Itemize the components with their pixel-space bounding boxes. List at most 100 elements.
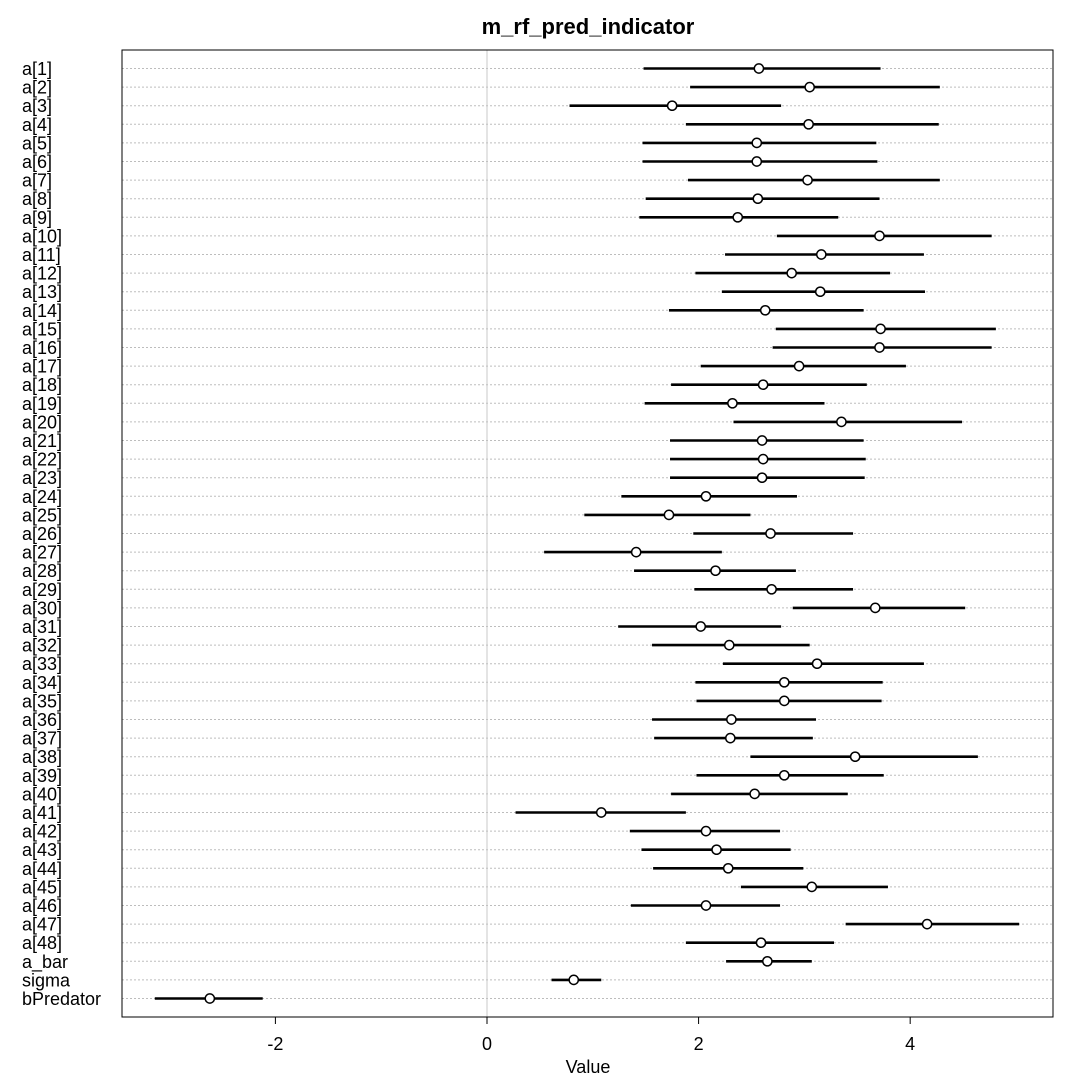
parameter-label: a[43] [22, 840, 62, 860]
parameter-label: bPredator [22, 989, 101, 1009]
parameter-label: a[44] [22, 859, 62, 879]
parameter-label: a[11] [22, 245, 61, 265]
mean-point [874, 342, 885, 353]
mean-point [595, 807, 607, 818]
parameter-label: a[41] [22, 803, 62, 823]
mean-point [666, 100, 678, 112]
parameter-label: a[6] [22, 152, 52, 172]
parameter-label: a[9] [22, 208, 52, 228]
mean-point [786, 267, 798, 279]
mean-point [756, 435, 768, 446]
x-tick-label: 4 [905, 1034, 915, 1054]
mean-point [752, 193, 764, 205]
mean-point [727, 397, 738, 409]
parameter-label: a[19] [22, 394, 62, 414]
mean-point [921, 918, 933, 930]
x-tick-label: 2 [694, 1034, 704, 1054]
mean-point [778, 769, 790, 781]
parameter-label: sigma [22, 970, 71, 990]
mean-point [756, 472, 768, 484]
parameter-label: a[12] [22, 264, 62, 284]
parameter-label: a[2] [22, 78, 52, 98]
mean-point [793, 360, 805, 372]
parameter-label: a[30] [22, 598, 62, 618]
parameter-label: a[38] [22, 747, 62, 767]
mean-point [874, 230, 885, 242]
parameter-label: a[1] [22, 59, 52, 79]
parameter-label: a[25] [22, 505, 62, 525]
mean-point [814, 286, 826, 298]
mean-point [759, 304, 771, 316]
parameter-label: a[47] [22, 915, 62, 935]
mean-point [778, 695, 790, 707]
mean-point [722, 862, 734, 874]
mean-points [204, 63, 933, 1004]
mean-point [204, 993, 216, 1004]
mean-point [751, 156, 763, 167]
parameter-label: a[4] [22, 115, 52, 135]
mean-point [732, 211, 744, 223]
mean-point [815, 249, 827, 260]
parameter-label: a[16] [22, 338, 62, 358]
parameter-label: a[27] [22, 543, 62, 563]
parameter-label: a[24] [22, 487, 62, 507]
mean-point [766, 583, 777, 595]
parameter-label: a[42] [22, 822, 62, 842]
parameter-label: a_bar [22, 952, 68, 973]
mean-point [875, 323, 886, 335]
parameter-label: a[21] [22, 431, 62, 451]
parameter-label: a[28] [22, 561, 62, 581]
parameter-label: a[7] [22, 171, 52, 191]
parameter-label: a[31] [22, 617, 62, 637]
mean-point [757, 453, 769, 465]
mean-point [663, 509, 675, 521]
mean-point [700, 825, 712, 837]
parameter-label: a[40] [22, 784, 62, 804]
parameter-label: a[3] [22, 96, 52, 116]
parameter-label: a[14] [22, 301, 62, 321]
mean-point [724, 732, 736, 744]
mean-point [711, 844, 722, 856]
parameter-label: a[36] [22, 710, 62, 730]
mean-point [869, 602, 881, 614]
mean-point [726, 714, 737, 725]
mean-point [695, 621, 707, 632]
mean-point [806, 881, 818, 893]
parameter-label: a[18] [22, 375, 62, 395]
parameter-label: a[32] [22, 636, 62, 656]
parameter-label: a[39] [22, 766, 62, 786]
parameter-label: a[5] [22, 133, 52, 153]
mean-point [836, 416, 847, 428]
parameter-label: a[45] [22, 877, 62, 897]
parameter-label: a[20] [22, 412, 62, 432]
parameter-label: a[33] [22, 654, 62, 674]
mean-point [757, 379, 769, 391]
mean-point [755, 937, 767, 949]
parameter-label: a[10] [22, 226, 62, 246]
parameter-label: a[13] [22, 282, 62, 302]
parameter-label: a[29] [22, 580, 62, 600]
parameter-label: a[23] [22, 468, 62, 488]
mean-point [751, 137, 763, 149]
x-axis-label: Value [566, 1057, 611, 1077]
parameter-label: a[46] [22, 896, 62, 916]
plot-frame [121, 49, 1054, 1018]
mean-point [778, 676, 790, 688]
parameter-label: a[26] [22, 524, 62, 544]
x-axis: -2 0 2 4 [267, 1017, 915, 1054]
mean-point [723, 639, 735, 651]
parameter-label: a[37] [22, 729, 62, 749]
parameter-label: a[48] [22, 933, 62, 953]
mean-point [803, 118, 814, 130]
mean-point [630, 546, 642, 558]
mean-point [802, 174, 813, 186]
x-tick-label: 0 [482, 1034, 492, 1054]
parameter-label: a[17] [22, 357, 62, 377]
mean-point [710, 565, 721, 577]
x-tick-label: -2 [267, 1034, 283, 1054]
mean-point [804, 81, 816, 93]
mean-point [762, 955, 773, 967]
mean-point [700, 490, 712, 502]
mean-point [811, 658, 823, 670]
